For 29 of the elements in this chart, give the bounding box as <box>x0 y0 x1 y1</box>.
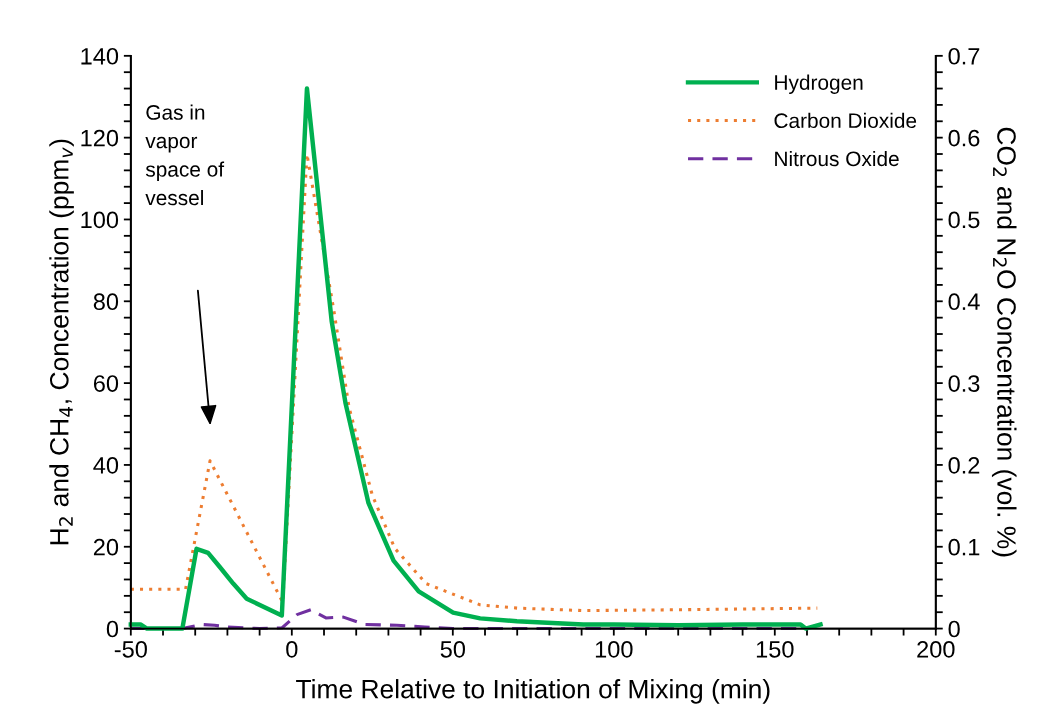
y2-tick-label: 0.6 <box>948 129 980 147</box>
x-tick-label: -50 <box>114 641 147 658</box>
x-tick-label: 0 <box>286 641 298 658</box>
y-tick-label: 140 <box>81 47 119 65</box>
x-tick-label: 200 <box>917 641 955 658</box>
y2-tick-label: 0.3 <box>948 375 980 392</box>
x-tick-label: 100 <box>595 641 633 658</box>
y2-tick-label: 0.2 <box>948 457 980 474</box>
y-tick-label: 60 <box>93 375 119 392</box>
y2-tick-label: 0.5 <box>948 211 980 229</box>
legend-label: Carbon Dioxide <box>774 112 917 129</box>
y-tick-label: 40 <box>93 457 119 474</box>
y-tick-label: 80 <box>93 293 119 311</box>
y-tick-label: 0 <box>106 620 119 638</box>
y-tick-label: 100 <box>81 211 119 229</box>
x-tick-label: 50 <box>440 641 466 658</box>
legend-label: Hydrogen <box>775 74 863 94</box>
y2-tick-label: 0 <box>948 620 960 638</box>
legend-label: Nitrous Oxide <box>775 150 899 167</box>
x-tick-label: 150 <box>756 641 794 658</box>
y2-tick-label: 0.1 <box>948 538 980 556</box>
x-axis-title: Time Relative to Initiation of Mixing (min) <box>296 679 770 704</box>
y-axis-title: H$_{2}$ and CH$_{4}$, Concentration (ppm$_{v}$) <box>49 139 74 545</box>
y-tick-label: 20 <box>93 538 119 556</box>
y2-tick-label: 0.7 <box>948 47 980 65</box>
y2-axis-title: CO$_{2}$ and N$_{2}$O Concentration (vol. %) <box>991 127 1017 557</box>
y2-tick-label: 0.4 <box>948 293 980 311</box>
y-tick-label: 120 <box>81 129 119 147</box>
annotation: Gas in vapor space of vessel <box>145 104 225 206</box>
